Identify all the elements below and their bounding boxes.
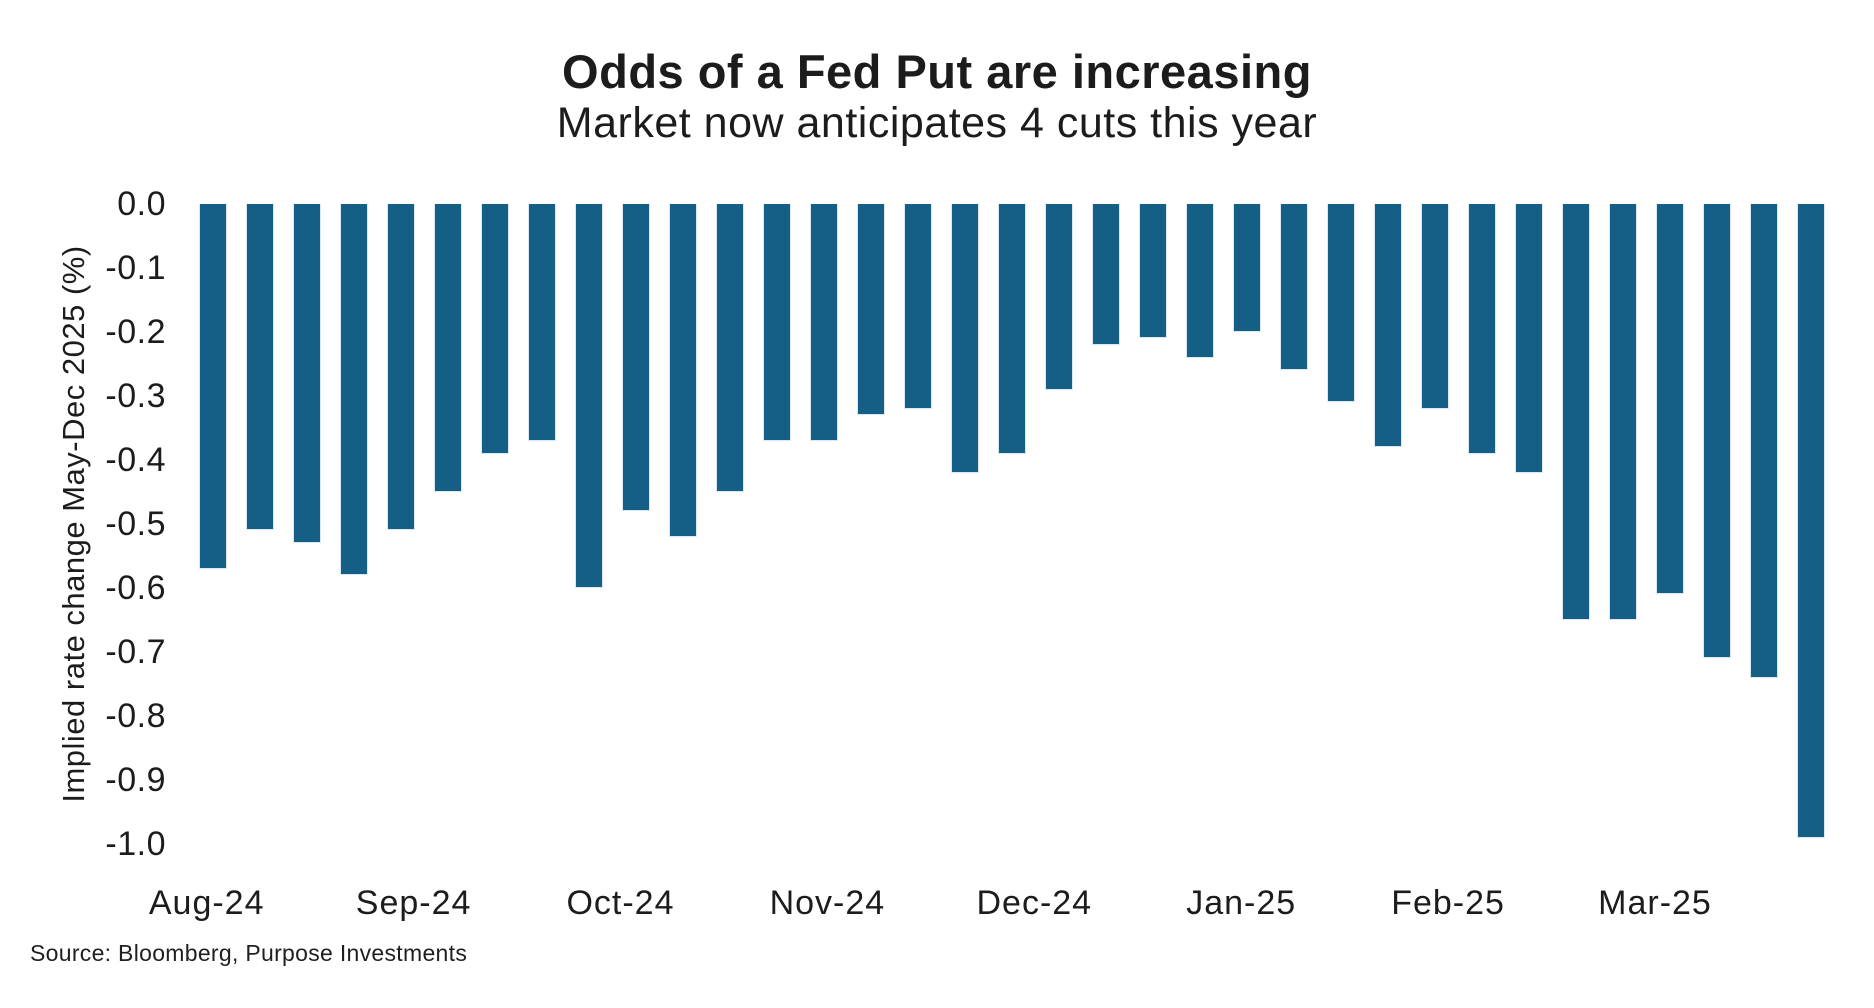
x-tick-label: Oct-24 — [566, 884, 675, 922]
y-tick-label: -0.5 — [105, 505, 166, 543]
x-tick-label: Dec-24 — [976, 884, 1093, 922]
y-tick-label: -0.6 — [105, 569, 166, 607]
bar — [1091, 204, 1120, 345]
x-tick-label: Sep-24 — [355, 884, 472, 922]
bar — [1232, 204, 1261, 332]
x-tick-label: Aug-24 — [148, 884, 265, 922]
bar — [1185, 204, 1214, 358]
y-tick-label: -0.8 — [105, 697, 166, 735]
bar — [245, 204, 274, 531]
bar — [292, 204, 321, 544]
bar — [950, 204, 979, 473]
x-tick-label: Feb-25 — [1391, 884, 1505, 922]
bar — [1655, 204, 1684, 595]
source-note: Source: Bloomberg, Purpose Investments — [30, 940, 468, 966]
bar — [527, 204, 556, 441]
y-tick-label: -1.0 — [105, 825, 166, 863]
bar — [621, 204, 650, 512]
bar — [668, 204, 697, 537]
bar — [762, 204, 791, 441]
y-tick-label: -0.9 — [105, 761, 166, 799]
bar — [1702, 204, 1731, 659]
bar — [1044, 204, 1073, 390]
bar — [339, 204, 368, 576]
bar — [715, 204, 744, 492]
bar — [1373, 204, 1402, 448]
bar — [574, 204, 603, 588]
bar — [1420, 204, 1449, 409]
x-tick-label: Mar-25 — [1598, 884, 1712, 922]
bar — [386, 204, 415, 531]
x-tick-label: Nov-24 — [769, 884, 886, 922]
bar — [1467, 204, 1496, 454]
y-tick-label: -0.4 — [105, 441, 166, 479]
bar — [433, 204, 462, 492]
bar — [1749, 204, 1778, 678]
chart-title: Odds of a Fed Put are increasing — [562, 45, 1312, 98]
bar — [1514, 204, 1543, 473]
bar — [1279, 204, 1308, 371]
bar — [903, 204, 932, 409]
x-tick-label: Jan-25 — [1186, 884, 1297, 922]
y-tick-label: 0.0 — [117, 185, 166, 223]
bar — [809, 204, 838, 441]
bar — [1796, 204, 1825, 838]
bar — [997, 204, 1026, 454]
y-tick-label: -0.1 — [105, 249, 166, 287]
bar — [856, 204, 885, 416]
y-tick-label: -0.2 — [105, 313, 166, 351]
bar — [1608, 204, 1637, 620]
bar — [1138, 204, 1167, 339]
chart-subtitle: Market now anticipates 4 cuts this year — [556, 99, 1318, 147]
y-tick-label: -0.7 — [105, 633, 166, 671]
bar — [1326, 204, 1355, 403]
y-tick-label: -0.3 — [105, 377, 166, 415]
bar — [1561, 204, 1590, 620]
bar — [480, 204, 509, 454]
bar — [198, 204, 227, 569]
